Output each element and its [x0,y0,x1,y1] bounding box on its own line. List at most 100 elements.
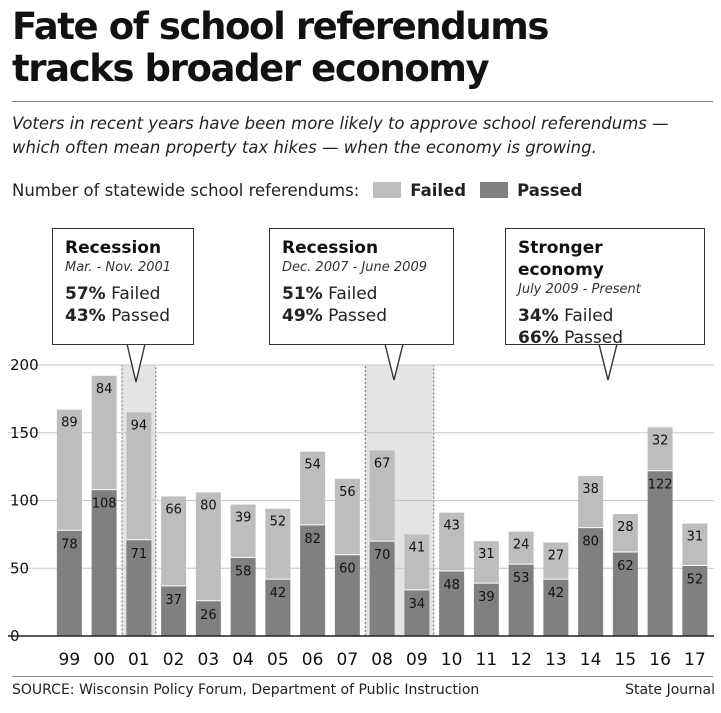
label-passed-00: 108 [92,497,117,512]
label-failed-03: 80 [200,498,217,513]
title-line-1: Fate of school referendums [12,5,549,48]
label-passed-09: 34 [409,597,426,612]
bar-failed-14 [578,476,604,528]
bar-passed-05 [265,579,291,636]
bar-failed-12 [508,531,534,565]
bar-failed-01 [126,412,152,540]
bar-failed-13 [543,542,569,580]
callout-dates: Mar. - Nov. 2001 [65,260,172,275]
callout-title: Recession [65,238,162,258]
label-failed-02: 66 [165,502,182,517]
y-tick-label-100: 100 [10,492,39,510]
bar-passed-17 [682,565,708,636]
label-passed-03: 26 [200,608,217,623]
callout-failed-line: 57% Failed [65,283,181,305]
x-tick-label-04: 04 [232,650,254,670]
callout-stronger-economy: Stronger economy July 2009 - Present 34%… [505,228,705,348]
label-failed-14: 38 [582,482,599,497]
x-tick-label-05: 05 [267,650,289,670]
x-tick-label-11: 11 [476,650,498,670]
source-note: SOURCE: Wisconsin Policy Forum, Departme… [12,682,480,698]
label-failed-10: 43 [443,519,460,534]
bar-passed-12 [508,564,534,636]
x-tick-label-07: 07 [337,650,359,670]
label-passed-10: 48 [443,578,460,593]
bottom-rule [12,676,713,677]
top-rule [12,101,713,102]
chart-title: Fate of school referendums tracks broade… [12,5,549,90]
publication-credit: State Journal [625,682,715,698]
x-tick-label-16: 16 [649,650,671,670]
label-failed-07: 56 [339,485,356,500]
label-passed-04: 58 [235,564,252,579]
chart-subtitle: Voters in recent years have been more li… [12,114,669,157]
x-tick-label-12: 12 [510,650,532,670]
callout-dates: Dec. 2007 - June 2009 [282,260,427,275]
x-tick-label-03: 03 [198,650,220,670]
bar-failed-04 [230,504,256,558]
bar-failed-08 [369,450,395,542]
callout-passed-line: 43% Passed [65,305,181,327]
x-tick-label-15: 15 [615,650,637,670]
legend-swatch-failed [373,182,402,198]
callout-failed-line: 51% Failed [282,283,441,305]
callout-failed-label: Failed [111,284,161,304]
bar-failed-00 [91,375,117,490]
x-tick-label-08: 08 [371,650,393,670]
bar-passed-07 [334,554,360,636]
bar-passed-13 [543,579,569,636]
bar-failed-17 [682,523,708,566]
bar-failed-02 [161,496,187,586]
bar-passed-14 [578,527,604,636]
callout-failed-label: Failed [328,284,378,304]
label-failed-05: 52 [270,515,287,530]
label-passed-13: 42 [548,586,565,601]
label-failed-15: 28 [617,520,634,535]
bar-passed-00 [91,489,117,636]
legend-swatch-passed [480,182,509,198]
x-tick-label-17: 17 [684,650,706,670]
callout-dates: July 2009 - Present [518,282,641,297]
title-line-2: tracks broader economy [12,47,490,90]
callout-passed-label: Passed [111,306,170,326]
callout-pointer-3 [598,343,618,381]
label-passed-11: 39 [478,590,495,605]
bar-failed-06 [300,451,326,525]
bar-passed-11 [473,583,499,636]
label-failed-01: 94 [131,418,148,433]
label-passed-05: 42 [270,586,287,601]
label-failed-16: 32 [652,433,669,448]
callout-failed-pct: 34% [518,306,559,326]
y-tick-label-150: 150 [10,424,39,442]
bar-passed-04 [230,557,256,636]
label-passed-16: 122 [648,478,673,493]
label-failed-12: 24 [513,538,530,553]
callout-failed-line: 34% Failed [518,305,692,327]
x-tick-label-06: 06 [302,650,324,670]
label-failed-11: 31 [478,547,495,562]
callout-failed-label: Failed [564,306,614,326]
legend-label: Number of statewide school referendums: [12,180,360,200]
bar-passed-10 [439,570,465,636]
x-tick-label-00: 00 [93,650,115,670]
bar-passed-06 [300,524,326,636]
bar-failed-99 [56,409,82,531]
label-failed-04: 39 [235,511,252,526]
bar-passed-03 [195,600,221,636]
x-tick-label-13: 13 [545,650,567,670]
y-tick-label-200: 200 [10,356,39,374]
label-failed-17: 31 [687,530,704,545]
bar-failed-07 [334,478,360,555]
callout-passed-pct: 66% [518,328,559,348]
callout-passed-label: Passed [564,328,623,348]
label-passed-08: 70 [374,548,391,563]
callout-passed-pct: 49% [282,306,323,326]
callout-recession-2001: Recession Mar. - Nov. 2001 57% Failed 43… [52,228,194,345]
label-passed-14: 80 [582,535,599,550]
callout-recession-2008: Recession Dec. 2007 - June 2009 51% Fail… [269,228,454,345]
label-failed-00: 84 [96,382,113,397]
callout-passed-label: Passed [328,306,387,326]
label-passed-15: 62 [617,559,634,574]
x-tick-label-10: 10 [441,650,463,670]
